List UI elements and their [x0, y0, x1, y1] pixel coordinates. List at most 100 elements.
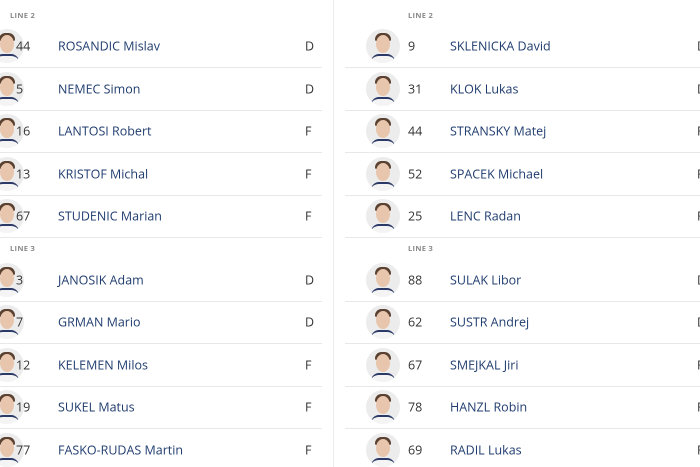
- player-photo: [0, 199, 24, 234]
- photo-shirt: [371, 372, 395, 382]
- photo-shirt: [371, 224, 395, 234]
- photo-shirt: [0, 54, 19, 64]
- player-photo: [0, 156, 24, 191]
- section-title: LINE 2: [408, 10, 434, 21]
- photo-shirt: [0, 415, 19, 425]
- player-number: 13: [16, 165, 31, 183]
- photo-shirt: [371, 287, 395, 297]
- player-row[interactable]: 9 SKLENICKA David D: [345, 26, 700, 68]
- section-title: LINE 3: [408, 244, 434, 254]
- photo-face: [376, 311, 390, 330]
- player-photo: [0, 262, 24, 297]
- player-name: KELEMEN Milos: [58, 356, 148, 374]
- player-position: D: [697, 271, 700, 288]
- player-photo: [0, 114, 24, 149]
- player-number: 16: [16, 122, 31, 140]
- photo-shirt: [371, 139, 395, 149]
- player-position: F: [305, 207, 312, 225]
- photo-shirt: [371, 96, 395, 106]
- photo-shirt: [0, 224, 19, 234]
- player-name: SUSTR Andrej: [450, 313, 530, 331]
- player-row[interactable]: 25 LENC Radan F: [345, 196, 700, 238]
- player-number: 19: [16, 398, 31, 416]
- photo-face: [0, 35, 14, 54]
- player-row[interactable]: 12 KELEMEN Milos F: [0, 344, 322, 387]
- section-title: LINE 3: [10, 244, 36, 254]
- photo-face: [376, 77, 390, 96]
- player-row[interactable]: 44 STRANSKY Matej F: [345, 111, 700, 153]
- player-position: F: [697, 441, 700, 458]
- player-position: D: [305, 271, 315, 289]
- player-row[interactable]: 67 STUDENIC Marian F: [0, 196, 322, 238]
- photo-face: [0, 120, 14, 139]
- player-row[interactable]: 3 JANOSIK Adam D: [0, 259, 322, 302]
- player-photo: [366, 71, 400, 106]
- photo-face: [0, 396, 14, 415]
- player-name: SPACEK Michael: [450, 165, 544, 183]
- player-position: D: [305, 313, 315, 331]
- photo-face: [0, 162, 14, 181]
- player-photo: [366, 305, 400, 340]
- player-position: F: [305, 122, 312, 140]
- player-row[interactable]: 13 KRISTOF Michal F: [0, 153, 322, 196]
- player-position: F: [305, 441, 312, 459]
- player-name: RADIL Lukas: [450, 441, 522, 459]
- player-row[interactable]: 19 SUKEL Matus F: [0, 387, 322, 429]
- player-name: GRMAN Mario: [58, 313, 141, 331]
- player-number: 67: [16, 207, 31, 225]
- player-photo: [366, 432, 400, 467]
- player-position: F: [697, 356, 700, 373]
- player-name: KRISTOF Michal: [58, 165, 149, 183]
- player-number: 12: [16, 356, 31, 374]
- photo-shirt: [0, 96, 19, 106]
- player-row[interactable]: 16 LANTOSI Robert F: [0, 111, 322, 153]
- player-position: F: [697, 165, 700, 182]
- player-row[interactable]: 52 SPACEK Michael F: [345, 153, 700, 196]
- player-row[interactable]: 7 GRMAN Mario D: [0, 302, 322, 344]
- section-title: LINE 2: [10, 10, 36, 21]
- player-photo: [366, 262, 400, 297]
- player-name: NEMEC Simon: [58, 80, 141, 98]
- player-row[interactable]: 69 RADIL Lukas F: [345, 429, 700, 467]
- photo-face: [376, 353, 390, 372]
- player-row[interactable]: 31 KLOK Lukas D: [345, 68, 700, 111]
- player-row[interactable]: 77 FASKO-RUDAS Martin F: [0, 429, 322, 467]
- player-position: D: [697, 38, 700, 55]
- player-name: FASKO-RUDAS Martin: [58, 441, 184, 459]
- photo-shirt: [0, 181, 19, 191]
- photo-face: [0, 311, 14, 330]
- player-photo: [366, 390, 400, 425]
- player-number: 9: [408, 37, 416, 55]
- player-position: D: [697, 80, 700, 97]
- player-number: 44: [408, 122, 423, 140]
- player-row[interactable]: 62 SUSTR Andrej D: [345, 302, 700, 344]
- photo-face: [376, 35, 390, 54]
- photo-face: [376, 268, 390, 287]
- player-name: STUDENIC Marian: [58, 207, 162, 225]
- player-row[interactable]: 67 SMEJKAL Jiri F: [345, 344, 700, 387]
- player-number: 25: [408, 207, 423, 225]
- player-position: F: [305, 398, 312, 416]
- photo-shirt: [0, 287, 19, 297]
- player-row[interactable]: 88 SULAK Libor D: [345, 259, 700, 302]
- player-row[interactable]: 78 HANZL Robin F: [345, 387, 700, 429]
- player-position: F: [305, 165, 312, 183]
- player-position: D: [305, 37, 315, 55]
- photo-shirt: [0, 372, 19, 382]
- player-row[interactable]: 5 NEMEC Simon D: [0, 68, 322, 111]
- photo-shirt: [371, 457, 395, 467]
- player-number: 88: [408, 271, 423, 289]
- player-number: 3: [16, 271, 24, 289]
- player-number: 52: [408, 165, 423, 183]
- photo-face: [0, 268, 14, 287]
- player-position: D: [697, 314, 700, 331]
- player-number: 67: [408, 356, 423, 374]
- player-photo: [366, 199, 400, 234]
- player-name: STRANSKY Matej: [450, 122, 547, 140]
- photo-shirt: [371, 330, 395, 340]
- right-panel: LINE 2 9 SKLENICKA David D 31 KLOK Lukas D 44 ST…: [345, 0, 700, 467]
- player-number: 31: [408, 80, 423, 98]
- player-name: LENC Radan: [450, 207, 521, 225]
- player-name: SKLENICKA David: [450, 37, 551, 55]
- player-row[interactable]: 44 ROSANDIC Mislav D: [0, 26, 322, 68]
